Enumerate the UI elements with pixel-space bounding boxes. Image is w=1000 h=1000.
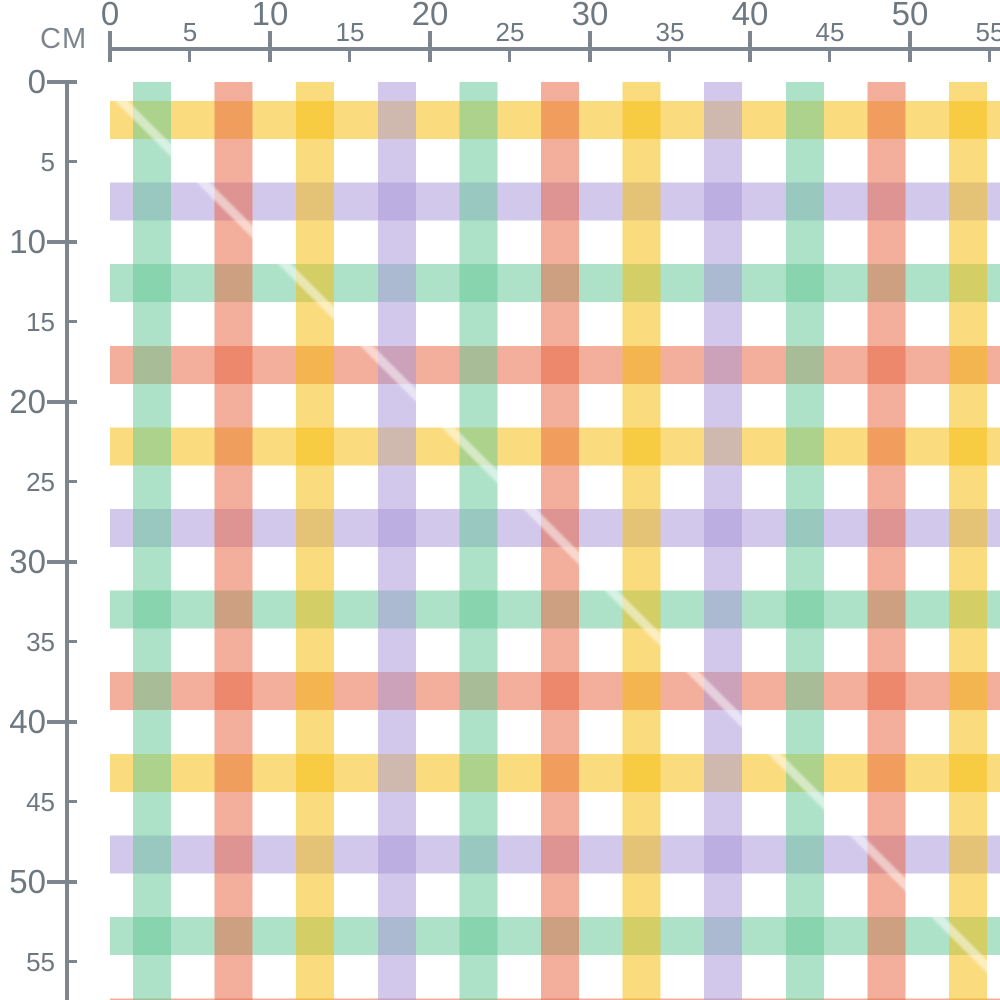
h-tick-label-20: 20 bbox=[411, 0, 449, 32]
v-tick-label-0: 0 bbox=[27, 63, 46, 100]
v-tick-label-40: 40 bbox=[9, 703, 46, 740]
h-tick-label-15: 15 bbox=[335, 17, 365, 47]
v-tick-label-10: 10 bbox=[9, 223, 46, 260]
v-tick-label-20: 20 bbox=[9, 383, 46, 420]
h-tick-10 bbox=[268, 31, 272, 62]
h-tick-15 bbox=[348, 47, 351, 62]
v-tick-label-5: 5 bbox=[40, 147, 55, 177]
v-tick-label-50: 50 bbox=[9, 863, 46, 900]
h-tick-label-10: 10 bbox=[251, 0, 289, 32]
h-tick-35 bbox=[668, 47, 671, 62]
v-tick-5 bbox=[65, 160, 77, 163]
v-tick-label-55: 55 bbox=[26, 947, 55, 977]
h-tick-50 bbox=[908, 31, 912, 62]
fabric-pattern-swatch bbox=[110, 82, 1000, 1000]
v-tick-50 bbox=[47, 880, 77, 884]
v-tick-label-35: 35 bbox=[26, 627, 55, 657]
h-tick-label-0: 0 bbox=[100, 0, 120, 32]
v-tick-0 bbox=[47, 80, 77, 84]
h-tick-55 bbox=[988, 47, 991, 62]
v-tick-10 bbox=[47, 240, 77, 244]
v-tick-55 bbox=[65, 960, 77, 963]
v-tick-45 bbox=[65, 800, 77, 803]
h-tick-label-50: 50 bbox=[891, 0, 929, 32]
ruler-unit-label: CM bbox=[40, 23, 88, 55]
v-tick-label-25: 25 bbox=[26, 467, 55, 497]
h-tick-5 bbox=[188, 47, 191, 62]
h-tick-label-5: 5 bbox=[182, 17, 198, 47]
v-tick-label-45: 45 bbox=[26, 787, 55, 817]
h-tick-label-55: 55 bbox=[975, 17, 1000, 47]
h-tick-20 bbox=[428, 31, 432, 62]
v-tick-35 bbox=[65, 640, 77, 643]
h-tick-label-40: 40 bbox=[731, 0, 769, 32]
h-tick-25 bbox=[508, 47, 511, 62]
v-tick-15 bbox=[65, 320, 77, 323]
h-tick-0 bbox=[108, 31, 112, 62]
h-tick-label-30: 30 bbox=[571, 0, 609, 32]
horizontal-ruler-line bbox=[108, 47, 1000, 51]
v-tick-label-15: 15 bbox=[26, 307, 55, 337]
v-tick-20 bbox=[47, 400, 77, 404]
h-tick-label-45: 45 bbox=[815, 17, 845, 47]
h-tick-label-35: 35 bbox=[655, 17, 685, 47]
vertical-ruler-line bbox=[65, 80, 69, 1000]
v-tick-label-30: 30 bbox=[9, 543, 46, 580]
v-tick-25 bbox=[65, 480, 77, 483]
h-tick-45 bbox=[828, 47, 831, 62]
h-tick-40 bbox=[748, 31, 752, 62]
v-tick-40 bbox=[47, 720, 77, 724]
h-tick-30 bbox=[588, 31, 592, 62]
h-tick-label-25: 25 bbox=[495, 17, 525, 47]
fabric-fold-highlight bbox=[110, 82, 1000, 1000]
v-tick-30 bbox=[47, 560, 77, 564]
